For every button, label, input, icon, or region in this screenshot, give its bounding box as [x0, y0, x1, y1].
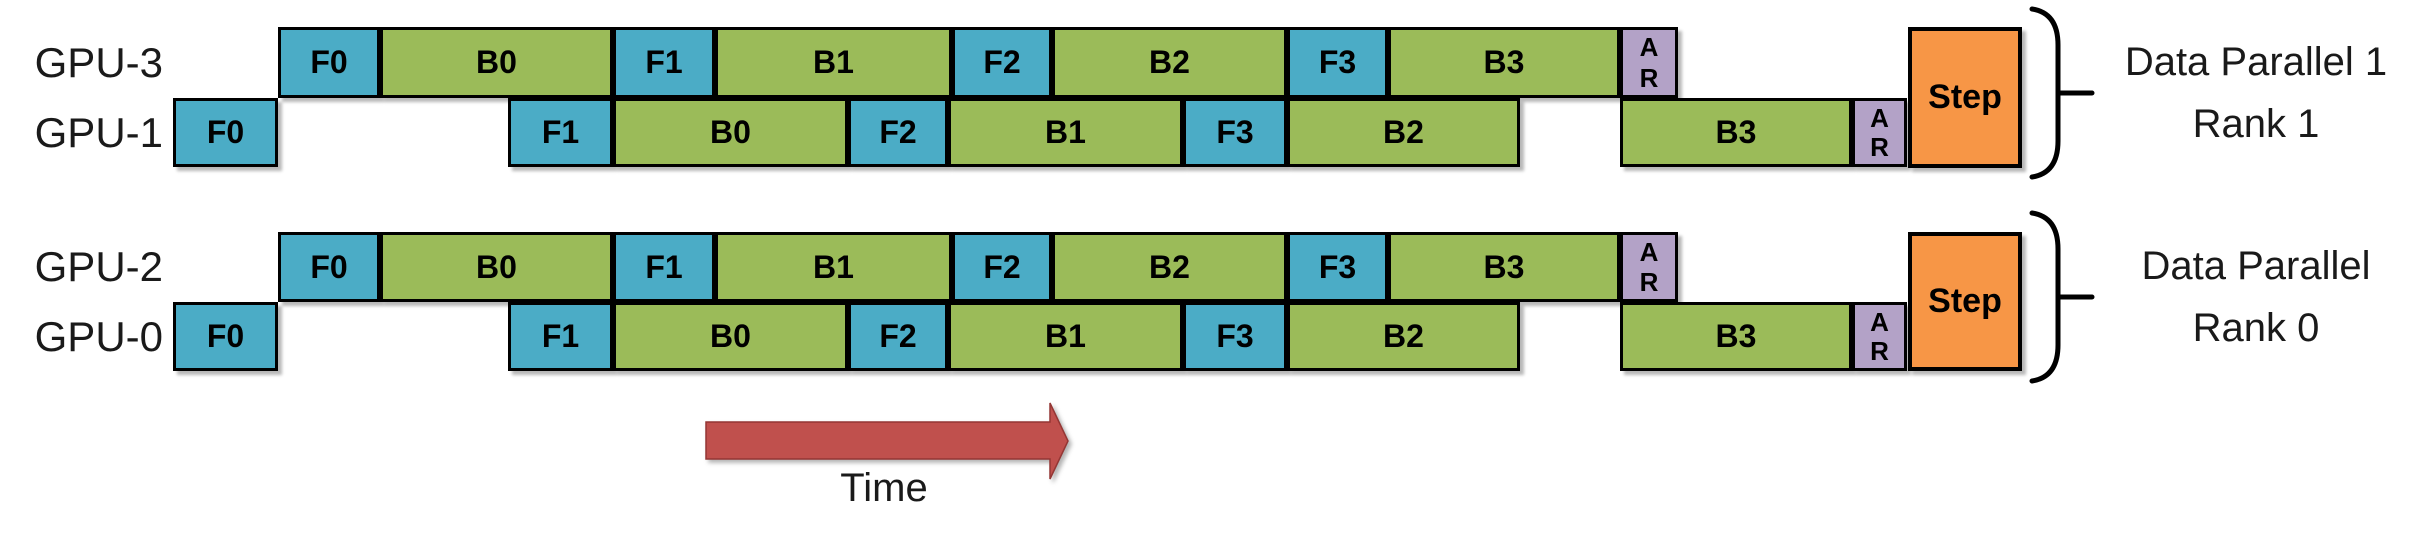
backward-block: B1	[715, 27, 952, 98]
backward-block: B1	[948, 98, 1183, 167]
forward-block: F1	[613, 27, 715, 98]
step-block: Step	[1908, 232, 2022, 371]
forward-block: F2	[952, 27, 1052, 98]
gpu-row-label: GPU-2	[34, 243, 163, 290]
backward-block: B3	[1620, 98, 1852, 167]
backward-block: B0	[380, 232, 613, 302]
gpu-row-label: GPU-3	[34, 38, 163, 86]
allreduce-letter: R	[1870, 336, 1889, 367]
forward-block: F2	[848, 302, 948, 371]
time-arrow	[705, 402, 1069, 480]
allreduce-letter: A	[1870, 306, 1889, 337]
group-brace	[2029, 210, 2095, 384]
allreduce-letter: R	[1870, 132, 1889, 163]
forward-block: F0	[278, 27, 380, 98]
forward-block: F3	[1287, 27, 1388, 98]
backward-block: B3	[1620, 302, 1852, 371]
allreduce-letter: A	[1639, 237, 1659, 267]
forward-block: F1	[613, 232, 715, 302]
forward-block: F1	[508, 98, 613, 167]
forward-block: F2	[848, 98, 948, 167]
forward-block: F0	[278, 232, 380, 302]
forward-block: F2	[952, 232, 1052, 302]
group-label: Data Parallel Rank 0	[2082, 207, 2430, 387]
forward-block: F0	[173, 302, 278, 371]
backward-block: B2	[1052, 27, 1287, 98]
forward-block: F3	[1183, 98, 1287, 167]
allreduce-letter: A	[1870, 102, 1889, 133]
gpu-row-label: GPU-0	[34, 312, 163, 360]
backward-block: B2	[1287, 302, 1520, 371]
allreduce-letter: R	[1639, 267, 1659, 297]
backward-block: B1	[715, 232, 952, 302]
group-label-line: Data Parallel 1	[2124, 40, 2388, 84]
forward-block: F1	[508, 302, 613, 371]
time-axis-label: Time	[840, 466, 928, 510]
backward-block: B2	[1287, 98, 1520, 167]
group-label-line: Data Parallel	[2141, 244, 2371, 288]
backward-block: B3	[1388, 232, 1620, 302]
backward-block: B1	[948, 302, 1183, 371]
forward-block: F0	[173, 98, 278, 167]
backward-block: B2	[1052, 232, 1287, 302]
backward-block: B0	[380, 27, 613, 98]
group-label: Data Parallel 1 Rank 1	[2082, 3, 2430, 183]
group-label-line: Rank 1	[2192, 102, 2320, 146]
forward-block: F3	[1287, 232, 1388, 302]
forward-block: F3	[1183, 302, 1287, 371]
allreduce-letter: A	[1639, 32, 1659, 63]
group-label-line: Rank 0	[2192, 306, 2320, 350]
group-brace	[2029, 6, 2095, 180]
backward-block: B0	[613, 98, 848, 167]
backward-block: B3	[1388, 27, 1620, 98]
allreduce-letter: R	[1639, 62, 1659, 93]
gpu-row-label: GPU-1	[34, 108, 163, 156]
backward-block: B0	[613, 302, 848, 371]
step-block: Step	[1908, 27, 2022, 168]
